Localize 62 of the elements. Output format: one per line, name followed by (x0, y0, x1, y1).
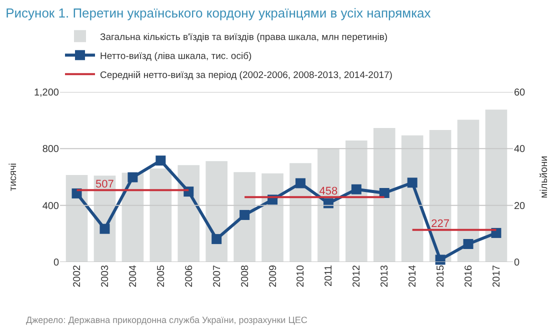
bar (290, 163, 312, 262)
bar (346, 140, 368, 262)
y2-axis-title: мільйони (539, 156, 550, 198)
point (128, 172, 138, 182)
x-tick-label: 2003 (100, 264, 111, 288)
bar (373, 128, 396, 262)
y2-tick-label: 20 (514, 200, 526, 212)
x-tick-label: 2015 (436, 264, 447, 288)
point (240, 210, 250, 220)
point (323, 198, 334, 208)
y-tick-label: 0 (53, 258, 60, 268)
x-tick-label: 2010 (296, 264, 307, 288)
point (295, 178, 306, 188)
bar (401, 135, 424, 262)
point (156, 156, 166, 166)
x-tick-label: 2012 (352, 264, 363, 288)
data-label: 458 (319, 185, 338, 198)
x-tick-label: 2017 (491, 264, 502, 288)
x-tick-label: 2016 (464, 264, 475, 288)
x-tick-label: 2011 (324, 264, 335, 287)
x-tick-label: 2014 (408, 264, 419, 288)
bar (234, 172, 256, 262)
x-tick-label: 2008 (240, 264, 251, 288)
y2-tick-label: 0 (514, 258, 520, 268)
bar (262, 173, 284, 262)
y2-tick-label: 60 (514, 88, 526, 98)
bar (150, 168, 172, 262)
bar (206, 161, 228, 262)
point (100, 224, 110, 234)
x-tick-label: 2002 (72, 264, 84, 288)
point (407, 178, 418, 188)
data-label: 507 (96, 178, 114, 190)
x-tick-label: 2013 (380, 264, 391, 288)
point (491, 228, 502, 238)
y-tick-label: 800 (42, 144, 60, 156)
point (435, 254, 446, 265)
x-tick-label: 2004 (128, 264, 139, 288)
legend-label: Середній нетто-виїзд за період (2002-2006, 2008-2013, 2014-2017) (100, 70, 392, 81)
point (184, 186, 194, 197)
x-tick-label: 2006 (184, 264, 195, 288)
point (212, 234, 222, 244)
legend-label: Загальна кількість в'їздів та виїздів (права шкала, млн перетинів) (100, 32, 388, 43)
bar (318, 148, 340, 262)
point (463, 239, 474, 250)
y2-tick-label: 40 (514, 144, 526, 156)
point (72, 188, 82, 198)
text: Джерело: Державна прикордонна служба України, розрахунки ЦЕС (26, 315, 308, 325)
point (379, 188, 390, 198)
y-tick-label: 400 (42, 200, 60, 212)
x-tick-label: 2009 (268, 264, 279, 288)
chart-title: Рисунок 1. Перетин українського кордону українцями в усіх напрямках (6, 5, 432, 20)
x-tick-label: 2007 (212, 264, 223, 288)
point (351, 184, 362, 194)
bar (178, 165, 200, 262)
legend-label: Нетто-виїзд (ліва шкала, тис. осіб) (100, 50, 252, 62)
y-tick-label: 1,200 (34, 88, 60, 98)
y-axis-title: тисячі (8, 162, 19, 192)
x-tick-label: 2005 (156, 264, 167, 288)
bar (457, 120, 480, 262)
bar (485, 110, 508, 262)
bar (66, 175, 88, 262)
data-label: 227 (431, 218, 450, 230)
